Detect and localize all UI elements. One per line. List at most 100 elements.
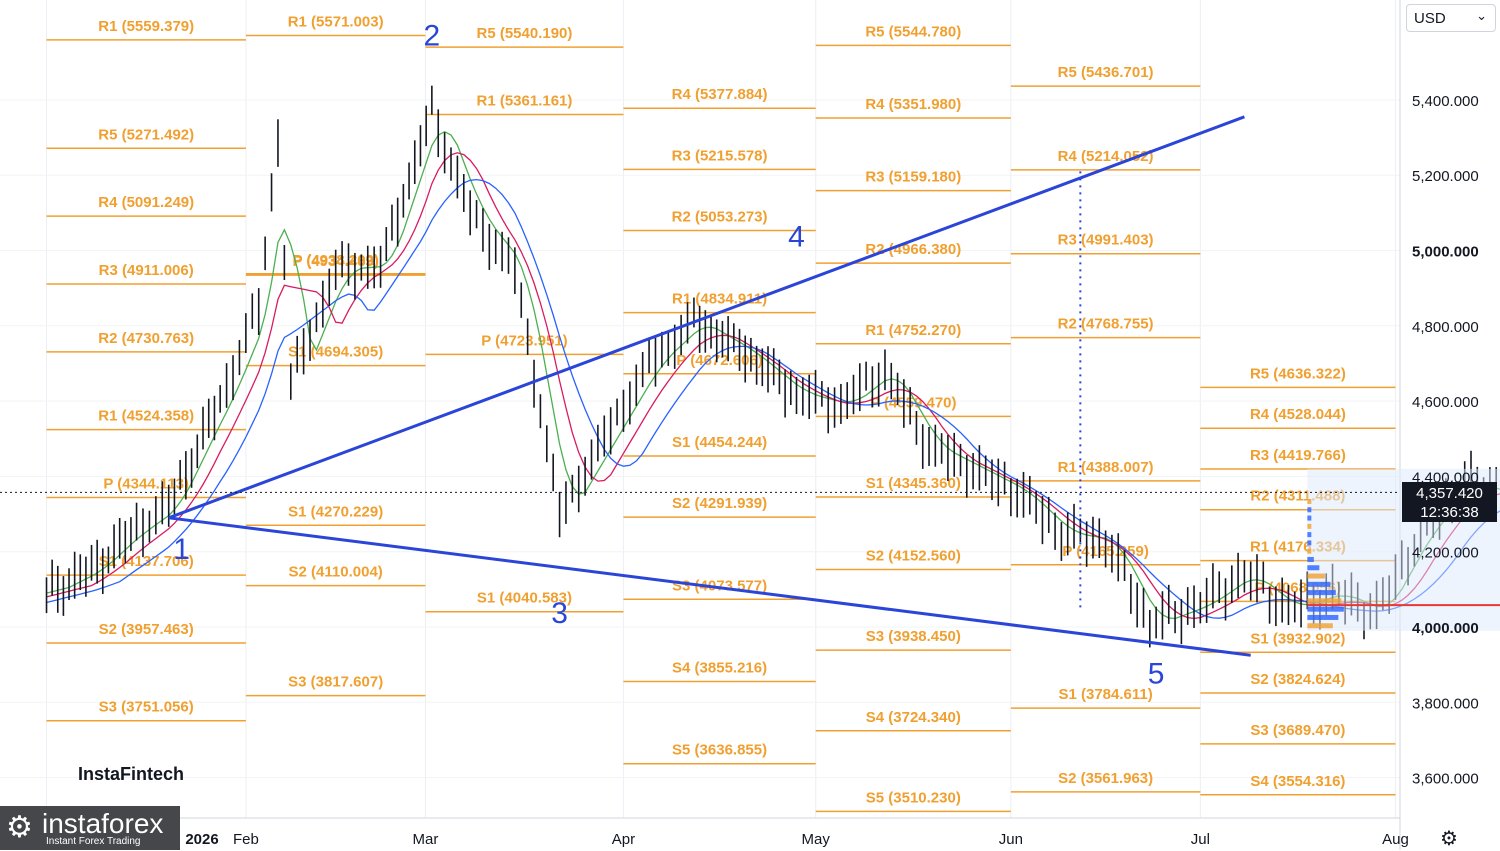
pivot-label: P (4723.951): [481, 332, 567, 349]
time-tick-label: Mar: [413, 831, 439, 848]
pivot-label: R1 (5361.161): [476, 93, 572, 110]
pivot-label: R3 (4911.006): [99, 262, 194, 279]
profile-bar: [1307, 607, 1344, 612]
profile-bar: [1307, 532, 1311, 537]
time-tick-label: Aug: [1382, 831, 1409, 848]
pivot-label: S3 (3751.056): [99, 699, 194, 716]
logo-tagline: Instant Forex Trading: [46, 836, 141, 847]
last-price-tag: 4,357.420 12:36:38: [1402, 482, 1497, 522]
wave-label: 5: [1148, 657, 1165, 690]
currency-select[interactable]: USD ⌄: [1406, 4, 1496, 32]
pivot-label: S2 (3957.463): [99, 621, 194, 638]
pivot-label: S4 (3554.316): [1250, 773, 1345, 790]
profile-bar: [1307, 549, 1311, 554]
pivot-label: R1 (4752.270): [865, 322, 961, 339]
price-tick-label: 3,600.000: [1412, 771, 1479, 788]
pivot-label: S2 (4110.004): [289, 564, 383, 581]
pivot-label: S2 (3824.624): [1250, 671, 1345, 688]
trendline: [169, 518, 1251, 655]
instaforex-logo: ⚙ instaforex Instant Forex Trading: [0, 806, 180, 850]
profile-bar: [1307, 590, 1336, 595]
price-tick-label: 5,400.000: [1412, 93, 1479, 110]
time-tick-label: May: [802, 831, 831, 848]
price-tick-label: 4,600.000: [1412, 394, 1479, 411]
pivot-label: S1 (4270.229): [288, 503, 383, 520]
pivot-label: R2 (4966.380): [865, 241, 961, 258]
chevron-down-icon: ⌄: [1476, 8, 1487, 24]
last-price: 4,357.420: [1402, 484, 1497, 503]
time-tick-label: Jul: [1191, 831, 1210, 848]
price-tick-label: 3,800.000: [1412, 695, 1479, 712]
bar-countdown: 12:36:38: [1402, 503, 1497, 522]
profile-bar: [1307, 565, 1319, 570]
profile-bar: [1307, 516, 1311, 521]
profile-bar: [1307, 507, 1311, 512]
pivot-label: R2 (4730.763): [98, 330, 194, 347]
pivot-label: S1 (3932.902): [1250, 630, 1345, 647]
profile-bar: [1307, 623, 1333, 628]
grid-lines: [0, 0, 1400, 850]
pivot-label: S4 (3855.216): [672, 660, 767, 677]
pivot-label: R2 (4768.755): [1058, 316, 1154, 333]
pivot-label: R5 (5544.780): [865, 23, 961, 40]
time-tick-label: Jun: [999, 831, 1023, 848]
brand-instafintech: InstaFintech: [78, 764, 184, 785]
pivot-label: R4 (5377.884): [672, 86, 768, 103]
pivot-label: R5 (5540.190): [476, 25, 572, 42]
pivot-label: S5 (3510.230): [866, 789, 961, 806]
pivot-label: R3 (4419.766): [1250, 447, 1346, 464]
profile-bar: [1307, 574, 1325, 579]
pivot-label: S2 (4291.939): [672, 495, 767, 512]
pivot-label: R1 (5559.379): [98, 18, 194, 35]
profile-bar: [1307, 582, 1330, 587]
pivot-label: R3 (5215.578): [672, 147, 768, 164]
pivot-label: P (4344.113): [103, 475, 189, 492]
time-axis[interactable]: 2026FebMarAprMayJunJulAugSep: [185, 831, 1500, 848]
pivot-label: R3 (5159.180): [865, 169, 961, 186]
pivot-label: S3 (3689.470): [1250, 722, 1345, 739]
pivot-label: S1 (4345.360): [866, 475, 961, 492]
pivot-label: S2 (4152.560): [866, 548, 961, 565]
pivot-label: R3 (4991.403): [1058, 232, 1154, 249]
pivot-label: R1 (4524.358): [98, 408, 194, 425]
price-tick-label: 4,200.000: [1412, 545, 1479, 562]
pivot-label: R4 (5091.249): [98, 194, 194, 211]
pivot-label: S3 (3938.450): [866, 628, 961, 645]
pivot-label: S5 (3636.855): [672, 742, 767, 759]
pivot-label: S2 (3561.963): [1058, 770, 1153, 787]
profile-bar: [1307, 540, 1311, 545]
time-tick-label: Feb: [233, 831, 259, 848]
settings-icon[interactable]: ⚙: [1440, 826, 1464, 850]
price-tick-label: 5,000.000: [1412, 244, 1479, 261]
currency-value: USD: [1414, 10, 1446, 27]
time-tick-label: Apr: [612, 831, 635, 848]
pivot-label: S1 (3784.611): [1058, 686, 1152, 703]
wave-label: 1: [173, 533, 190, 566]
pivot-label: S1 (4454.244): [672, 434, 767, 451]
profile-bar: [1307, 499, 1311, 504]
wave-label: 4: [788, 221, 805, 254]
pivot-label: S1 (4694.305): [288, 344, 383, 361]
price-tick-label: 4,000.000: [1412, 620, 1479, 637]
pivot-label: S4 (3724.340): [866, 709, 961, 726]
price-tick-label: 4,800.000: [1412, 319, 1479, 336]
pivot-levels: R1 (5559.379) R5 (5271.492) R4 (5091.249) R…: [47, 14, 1396, 812]
wave-label: 3: [551, 597, 568, 630]
pivot-label: R4 (4528.044): [1250, 406, 1346, 423]
pivot-label: S3 (3817.607): [288, 674, 383, 691]
profile-bar: [1307, 615, 1338, 620]
pivot-label: R4 (5351.980): [865, 96, 961, 113]
pivot-label: R5 (4636.322): [1250, 365, 1346, 382]
pivot-label: R1 (5571.003): [288, 14, 384, 31]
pivot-label: R5 (5271.492): [98, 126, 194, 143]
profile-bar: [1307, 557, 1314, 562]
pivot-label: R5 (5436.701): [1058, 64, 1154, 81]
profile-bar: [1307, 524, 1311, 529]
pivot-label: R1 (4388.007): [1058, 459, 1154, 476]
time-tick-label: 2026: [185, 831, 218, 848]
profile-bar: [1307, 598, 1341, 603]
pivot-label: R2 (5053.273): [672, 208, 768, 225]
price-tick-label: 5,200.000: [1412, 168, 1479, 185]
wave-label: 2: [424, 19, 441, 52]
